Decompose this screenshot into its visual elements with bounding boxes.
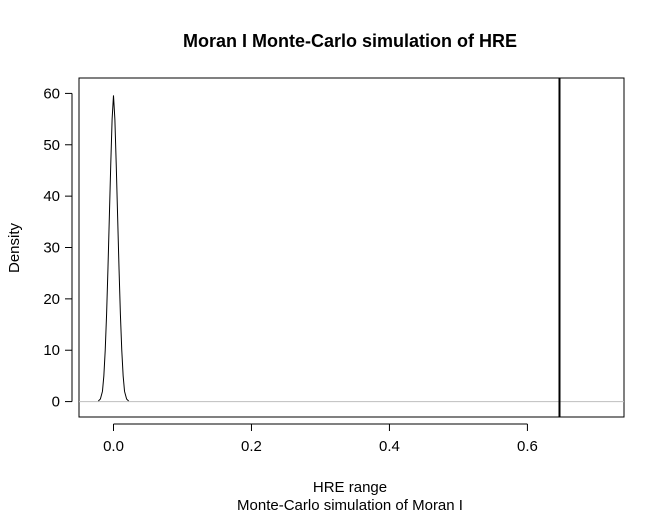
plot-frame <box>78 77 625 418</box>
y-tick-label: 20 <box>43 291 60 308</box>
chart-subtitle: Monte-Carlo simulation of Moran I <box>237 497 463 514</box>
x-axis: 0.0 0.2 0.4 0.6 <box>103 423 538 455</box>
y-tick-label: 0 <box>52 394 60 411</box>
density-curve <box>97 95 130 402</box>
x-tick-label: 0.0 <box>103 438 124 455</box>
chart-title: Moran I Monte-Carlo simulation of HRE <box>183 31 517 51</box>
y-tick-label: 40 <box>43 188 60 205</box>
y-axis-label: Density <box>6 222 23 273</box>
x-tick-label: 0.2 <box>241 438 262 455</box>
y-tick-label: 50 <box>43 137 60 154</box>
x-tick-label: 0.6 <box>517 438 538 455</box>
y-tick-label: 30 <box>43 240 60 257</box>
x-axis-label: HRE range <box>313 479 387 496</box>
y-axis: 0 10 20 30 40 50 60 <box>43 85 73 411</box>
x-tick-label: 0.4 <box>379 438 400 455</box>
y-tick-label: 10 <box>43 342 60 359</box>
y-tick-label: 60 <box>43 85 60 102</box>
